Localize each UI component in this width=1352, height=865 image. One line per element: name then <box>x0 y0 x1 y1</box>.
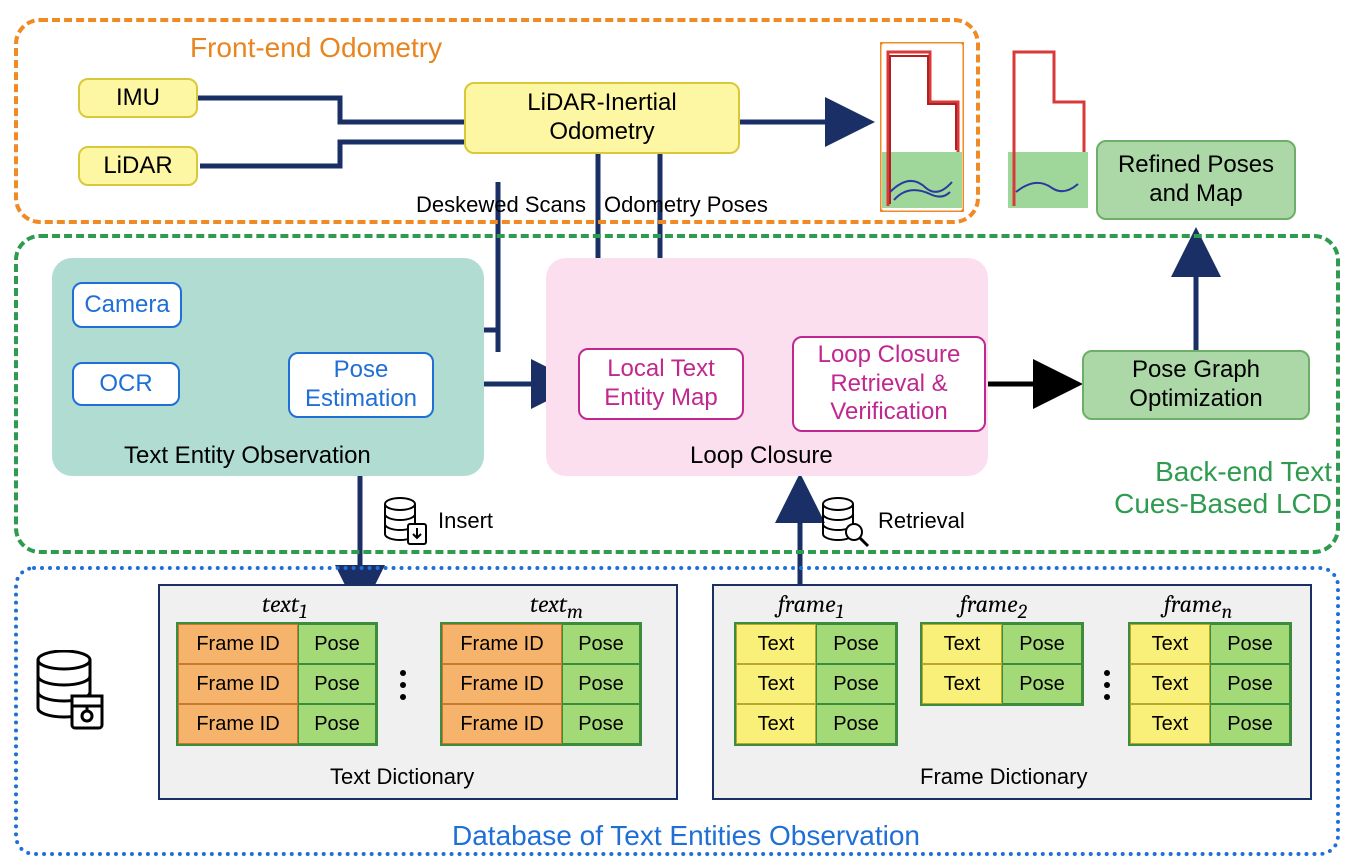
ocr-node: OCR <box>72 362 180 406</box>
frame-dict-ellipsis <box>1104 670 1110 700</box>
frame-dict-table-2: Text Pose Text Pose <box>920 622 1084 706</box>
insert-label: Insert <box>438 508 493 534</box>
lcrv-node: Loop Closure Retrieval & Verification <box>792 336 986 432</box>
lio-node: LiDAR-Inertial Odometry <box>464 82 740 154</box>
frame-header-2: frame2 <box>960 590 1027 623</box>
text-header-m: textm <box>530 590 583 623</box>
retrieval-label: Retrieval <box>878 508 965 534</box>
map-thumb-after <box>1006 42 1090 212</box>
pose-estimation-node: Pose Estimation <box>288 352 434 418</box>
db-retrieval-icon <box>820 496 870 553</box>
backend-title: Back-end Text Cues-Based LCD <box>1082 456 1332 520</box>
backend-title-l2: Cues-Based LCD <box>1114 488 1332 519</box>
imu-node: IMU <box>78 78 198 118</box>
map-thumb-before <box>880 42 964 212</box>
frame-dict-table-1: Text Pose Text Pose Text Pose <box>734 622 898 746</box>
db-insert-icon <box>382 496 430 553</box>
text-dict-table-1: Frame ID Pose Frame ID Pose Frame ID Pos… <box>176 622 378 746</box>
frame-header-n: framen <box>1164 590 1232 623</box>
database-title: Database of Text Entities Observation <box>452 820 920 852</box>
text-dict-ellipsis <box>400 670 406 700</box>
text-dict-label: Text Dictionary <box>330 764 474 790</box>
loop-title: Loop Closure <box>690 442 833 470</box>
pgo-node: Pose Graph Optimization <box>1082 350 1310 420</box>
camera-node: Camera <box>72 282 182 328</box>
teo-title: Text Entity Observation <box>124 442 371 470</box>
lidar-node: LiDAR <box>78 146 198 186</box>
text-header-1: text1 <box>262 590 307 623</box>
frame-header-1: frame1 <box>778 590 844 623</box>
deskewed-label: Deskewed Scans <box>416 192 586 218</box>
refined-node: Refined Poses and Map <box>1096 140 1296 220</box>
db-main-icon <box>34 650 106 739</box>
frontend-title: Front-end Odometry <box>190 32 442 64</box>
text-dict-table-m: Frame ID Pose Frame ID Pose Frame ID Pos… <box>440 622 642 746</box>
odom-label: Odometry Poses <box>604 192 768 218</box>
backend-title-l1: Back-end Text <box>1155 456 1332 487</box>
frame-dict-label: Frame Dictionary <box>920 764 1087 790</box>
frame-dict-table-n: Text Pose Text Pose Text Pose <box>1128 622 1292 746</box>
local-text-entity-map-node: Local Text Entity Map <box>578 348 744 420</box>
